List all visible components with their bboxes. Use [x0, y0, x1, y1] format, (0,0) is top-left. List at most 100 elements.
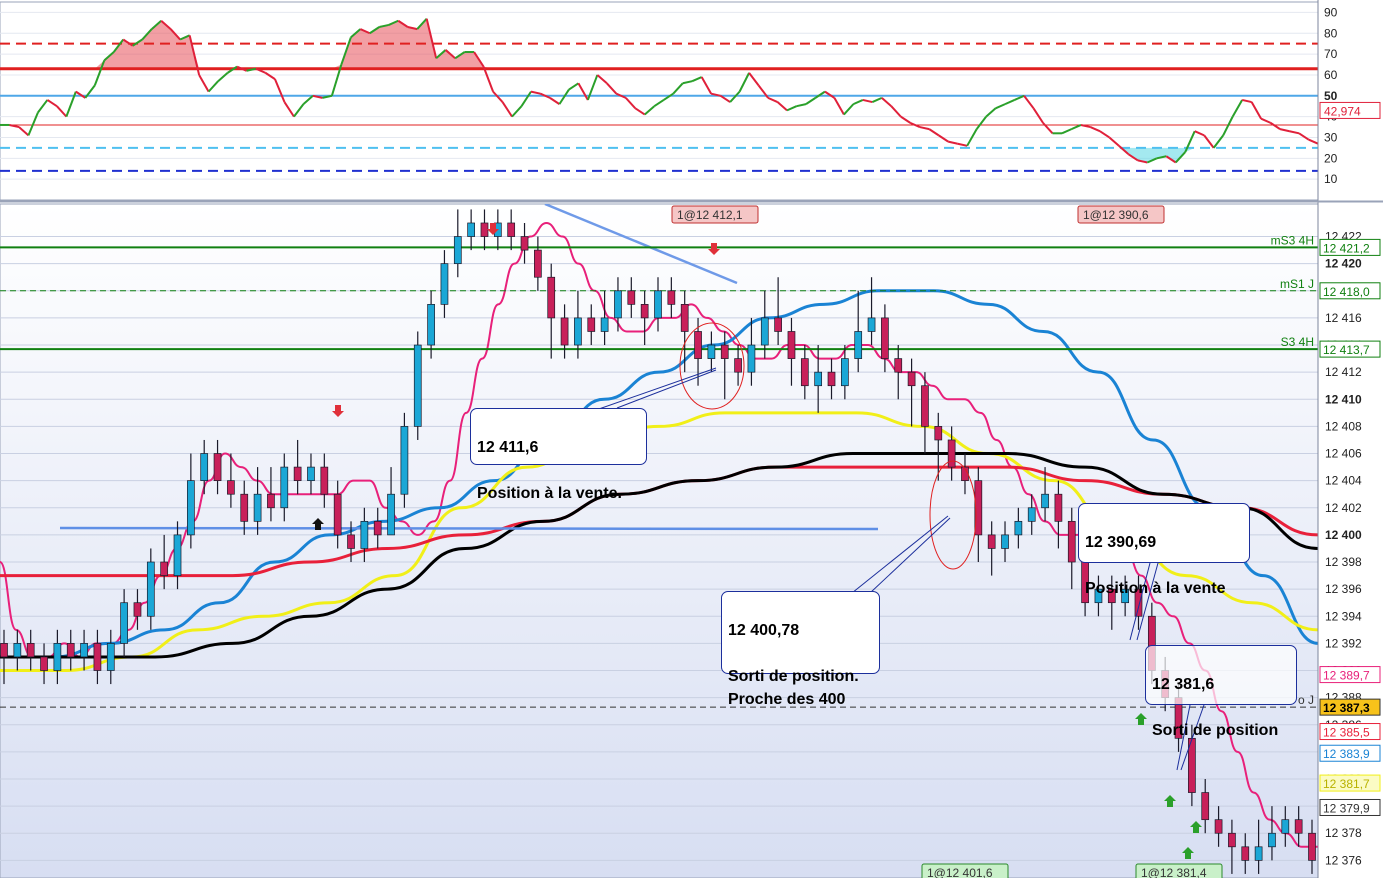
bearish-candle [947, 439, 956, 468]
callout-sell-entry-2: 12 390,69 Position à la vente [1078, 503, 1250, 597]
oscillator-line-segment [132, 38, 143, 47]
oscillator-line-segment [1108, 136, 1120, 147]
bullish-candle [200, 453, 209, 482]
pivot-level-label: mS1 J [1280, 277, 1314, 291]
bullish-candle [1027, 507, 1036, 522]
oscillator-line-segment [227, 65, 238, 74]
sell-signal-arrow-icon [332, 405, 344, 417]
buy-signal-arrow-icon [1135, 713, 1147, 725]
price-tick-label: 12 416 [1325, 311, 1362, 325]
oscillator-line-segment [1260, 117, 1271, 124]
oscillator-line-segment [407, 26, 418, 31]
bullish-candle [1121, 588, 1129, 604]
order-tag-label: 1@12 390,6 [1083, 208, 1149, 222]
oscillator-line-segment [947, 140, 958, 145]
bullish-candle [146, 561, 155, 617]
callout-pointer-line [851, 515, 949, 594]
oscillator-line-segment [501, 101, 513, 118]
bearish-candle [640, 304, 649, 319]
oscillator-line-segment [454, 51, 466, 60]
bullish-candle [307, 466, 315, 482]
bullish-candle [440, 263, 449, 305]
oscillator-line-segment [606, 82, 618, 95]
oscillator-line-segment [824, 90, 835, 99]
oscillator-line-segment [416, 18, 428, 30]
pivot-axis-label: 12 421,2 [1323, 241, 1370, 255]
bearish-candle [133, 602, 142, 617]
bullish-candle [1254, 846, 1263, 861]
oscillator-line-segment [748, 72, 760, 86]
support-trendline [59, 526, 879, 531]
oscillator-line-segment [720, 94, 731, 103]
oscillator-line-segment [1156, 155, 1167, 160]
oscillator-line-segment [530, 90, 541, 95]
ma-axis-label: 12 385,5 [1323, 726, 1370, 740]
bearish-candle [720, 344, 729, 359]
bearish-candle [987, 534, 996, 549]
callout-title: 12 400,78 [728, 622, 800, 639]
bullish-candle [427, 304, 435, 346]
oscillator-line-segment [520, 91, 532, 107]
oscillator-line-segment [710, 92, 721, 97]
oscillator-line-segment [425, 18, 438, 59]
bullish-candle [867, 317, 876, 332]
bullish-candle [413, 344, 422, 427]
oscillator-line-segment [1090, 126, 1101, 133]
oscillator-line-segment [995, 103, 1006, 110]
oscillator-line-segment [179, 34, 191, 41]
bearish-candle [267, 493, 275, 509]
oscillator-line-segment [928, 128, 940, 137]
oscillator-line-segment [871, 96, 883, 103]
ma-axis-box [1319, 666, 1381, 684]
oscillator-line-segment [577, 82, 589, 101]
oscillator-line-segment [919, 126, 930, 131]
bullish-candle [1268, 832, 1276, 848]
price-panel[interactable]: mS3 4H mS1 J S3 4H o J [0, 203, 1319, 879]
oscillator-line-segment [75, 90, 86, 99]
buy-signal-arrow-icon [1182, 847, 1194, 859]
sell-signal-arrow-icon [487, 223, 499, 235]
oscillator-line-segment [359, 28, 371, 35]
oscillator-line-segment [1279, 128, 1290, 133]
oscillator-tick-label: 30 [1324, 130, 1338, 144]
bullish-candle [187, 480, 195, 536]
bullish-candle [747, 344, 756, 373]
ma-axis-box [1319, 774, 1381, 792]
oscillator-line-segment [1004, 99, 1015, 106]
callout-exit-1: 12 400,78 Sorti de position. Proche des … [721, 591, 880, 708]
callout-sell-entry: 12 411,6 Position à la vente. [470, 408, 647, 502]
oscillator-line-segment [103, 51, 115, 62]
bearish-candle [1134, 588, 1143, 617]
bearish-candle [240, 493, 249, 522]
buy-signal-arrow-icon [1190, 821, 1202, 833]
bearish-candle [293, 466, 302, 482]
oscillator-line-segment [625, 97, 637, 109]
oscillator-value-label: 42,974 [1324, 104, 1361, 118]
bullish-candle [707, 344, 716, 359]
bearish-candle [93, 643, 102, 671]
bearish-candle [881, 317, 889, 359]
oscillator-line-segment [1165, 155, 1177, 164]
ma-axis-label: 12 383,9 [1323, 747, 1370, 761]
oscillator-tick-label: 80 [1324, 26, 1338, 40]
order-tag-box [671, 205, 759, 224]
oscillator-line-segment [236, 65, 247, 72]
order-tag-box [1077, 205, 1165, 224]
oscillator-line-segment [540, 92, 551, 99]
oscillator-line-segment [169, 28, 181, 41]
oscillator-line-segment [738, 72, 750, 93]
bearish-candle [213, 453, 222, 482]
bullish-candle [1014, 520, 1023, 536]
pivot-level-label: mS3 4H [1271, 233, 1314, 247]
oscillator-line-segment [511, 105, 523, 118]
bearish-candle [507, 222, 516, 237]
bullish-candle [360, 520, 369, 549]
bearish-candle [547, 276, 556, 319]
bullish-candle [80, 643, 88, 658]
oscillator-line-segment [350, 28, 361, 39]
bearish-candle [667, 290, 676, 305]
oscillator-panel[interactable] [0, 1, 1319, 201]
